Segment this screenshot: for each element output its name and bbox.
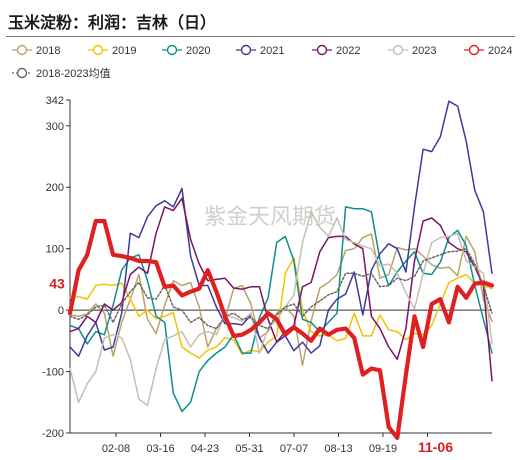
legend-label: 2024 <box>488 45 512 57</box>
legend-marker <box>92 44 104 56</box>
y-tick-label: 0 <box>58 305 64 317</box>
watermark: 紫金天风期货 <box>204 205 336 230</box>
x-tick-label: 11-06 <box>418 439 453 455</box>
legend-label: 2023 <box>412 45 436 57</box>
legend-label: 2020 <box>186 45 210 57</box>
y-tick-label: 300 <box>46 121 64 133</box>
y-tick-label: -100 <box>42 367 64 379</box>
y-tick-label: 200 <box>46 182 64 194</box>
y-tick-label: 342 <box>46 95 64 107</box>
x-tick-label: 04-23 <box>191 443 219 455</box>
plot-area <box>67 100 495 440</box>
x-tick-label: 05-31 <box>235 443 263 455</box>
legend-marker <box>16 44 28 56</box>
highlight-labels: 43 <box>49 276 65 292</box>
series-line-2018-2023 <box>69 247 493 330</box>
legend-marker <box>468 44 480 56</box>
title-bar: 玉米淀粉：利润：吉林（日） <box>6 6 515 37</box>
latest-value-label: 43 <box>49 276 65 292</box>
legend-label: 2022 <box>336 45 360 57</box>
x-tick-label: 08-13 <box>324 443 352 455</box>
legend-label: 2018-2023均值 <box>36 67 111 80</box>
legend-label: 2018 <box>36 45 60 57</box>
series-line-2023 <box>69 211 493 407</box>
legend-marker <box>316 44 328 56</box>
legend-item-2021: 2021 <box>236 44 284 57</box>
y-tick-label: 100 <box>46 244 64 256</box>
legend-item-2019: 2019 <box>88 44 136 57</box>
axes: -200 -100 0 100 200 300 342 02-08 03-16 04-23 05-3… <box>42 95 492 455</box>
series-line-2024 <box>67 218 495 440</box>
series-line-2022 <box>69 197 493 382</box>
x-tick-label: 03-16 <box>146 443 174 455</box>
x-tick-label: 09-19 <box>369 443 397 455</box>
chart-title: 玉米淀粉：利润：吉林（日） <box>8 13 217 32</box>
legend-item-2023: 2023 <box>388 44 436 57</box>
legend-item-2018: 2018 <box>12 44 60 57</box>
series-line-2021 <box>69 100 493 357</box>
x-tick-label: 07-07 <box>280 443 308 455</box>
legend-marker <box>16 67 28 79</box>
legend-label: 2021 <box>260 45 284 57</box>
legend-item-2024: 2024 <box>464 44 512 57</box>
x-tick-label: 02-08 <box>102 443 130 455</box>
legend-item-2020: 2020 <box>162 44 210 57</box>
legend-item-2022: 2022 <box>312 44 360 57</box>
legend-marker <box>392 44 404 56</box>
legend-item-2018-2023: 2018-2023均值 <box>12 67 111 80</box>
series-line-2019 <box>69 257 493 359</box>
legend-marker <box>166 44 178 56</box>
legend: 2018 2019 2020 2021 2022 2023 2024 2018-2023均值 <box>12 44 512 80</box>
legend-marker <box>240 44 252 56</box>
y-tick-label: -200 <box>42 428 64 440</box>
legend-label: 2019 <box>112 45 136 57</box>
